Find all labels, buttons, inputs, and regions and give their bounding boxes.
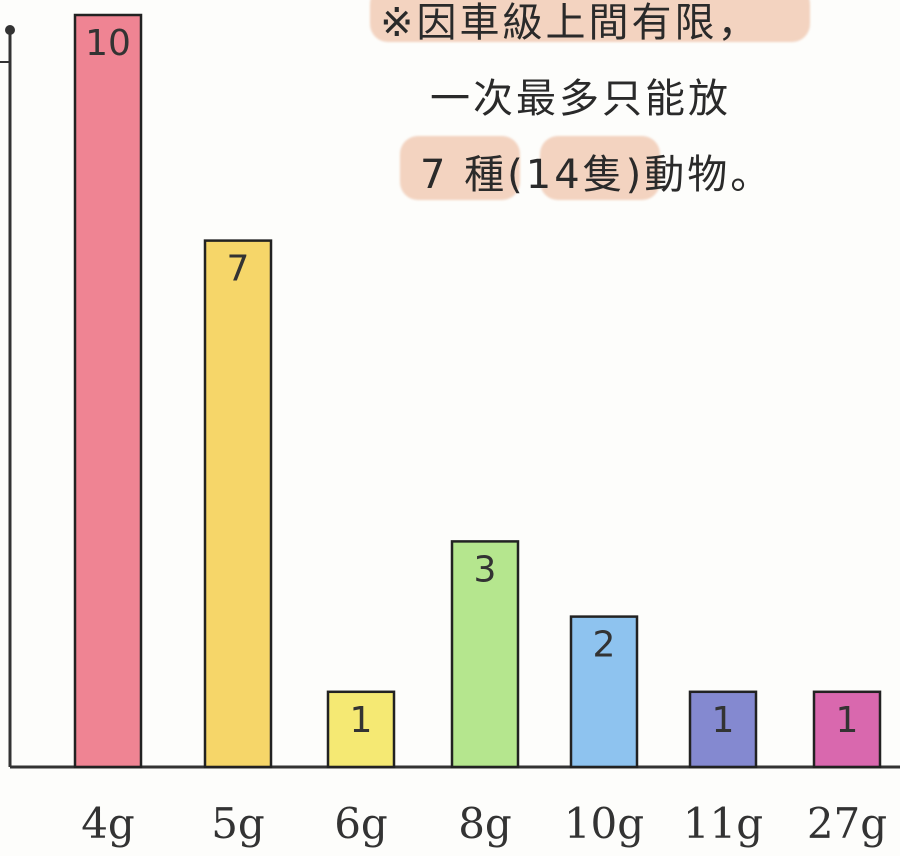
bar-27g bbox=[812, 690, 882, 769]
bar-value-4g: 10 bbox=[85, 23, 131, 64]
bar-5g bbox=[203, 239, 273, 769]
note-line-1: ※因車級上間有限， bbox=[380, 0, 761, 46]
bar-10g bbox=[569, 615, 639, 769]
annotation-note: ※因車級上間有限， 一次最多只能放 7 種(14隻)動物。 bbox=[360, 0, 880, 226]
bar-value-8g: 3 bbox=[474, 549, 497, 590]
note-highlight bbox=[370, 0, 810, 42]
category-label-4g: 4g bbox=[81, 799, 135, 848]
bar-value-5g: 7 bbox=[227, 249, 250, 290]
bar-value-27g: 1 bbox=[836, 700, 859, 741]
bar-8g bbox=[450, 540, 520, 769]
note-highlight bbox=[540, 136, 660, 200]
category-label-6g: 6g bbox=[334, 799, 388, 848]
bar-6g bbox=[326, 690, 396, 769]
bar-4g bbox=[73, 13, 143, 769]
note-line-3: 7 種(14隻)動物。 bbox=[420, 152, 774, 198]
bar-value-10g: 2 bbox=[593, 625, 616, 666]
category-label-11g: 11g bbox=[683, 799, 763, 848]
category-label-8g: 8g bbox=[458, 799, 512, 848]
category-label-27g: 27g bbox=[807, 799, 887, 848]
bar-value-6g: 1 bbox=[350, 700, 373, 741]
category-label-10g: 10g bbox=[564, 799, 644, 848]
note-highlight bbox=[400, 136, 520, 200]
bar-value-labels: 10 7 1 3 2 1 1 bbox=[85, 23, 858, 741]
y-axis-end-dot bbox=[5, 25, 15, 35]
category-labels: 4g 5g 6g 8g 10g 11g 27g bbox=[81, 799, 887, 848]
note-line-2: 一次最多只能放 bbox=[430, 76, 731, 122]
chart-bars bbox=[73, 13, 882, 769]
bar-11g bbox=[688, 690, 758, 769]
bar-value-11g: 1 bbox=[712, 700, 735, 741]
category-label-5g: 5g bbox=[211, 799, 265, 848]
